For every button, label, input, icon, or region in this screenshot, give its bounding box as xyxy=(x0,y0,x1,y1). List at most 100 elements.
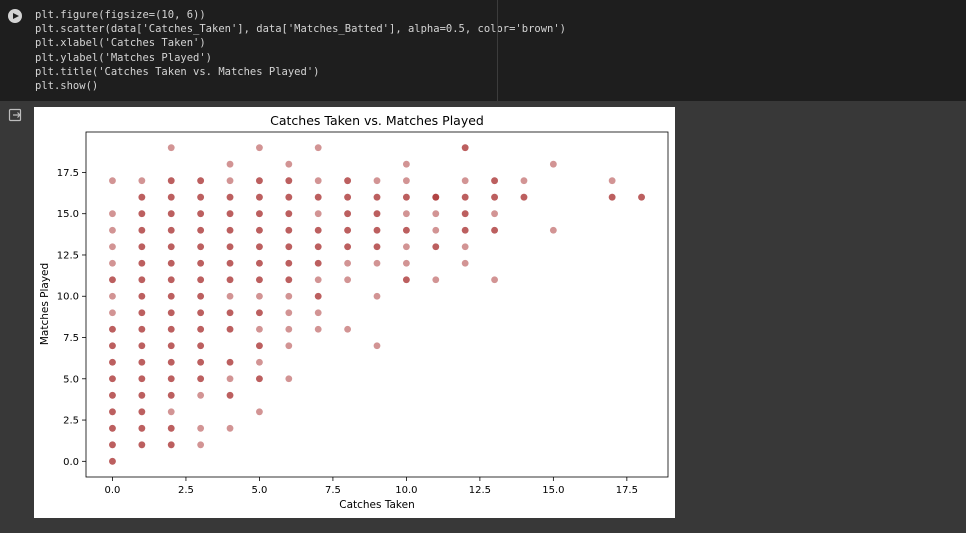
x-tick-label: 12.5 xyxy=(469,485,491,496)
scatter-point xyxy=(167,375,175,383)
scatter-point xyxy=(461,144,469,152)
scatter-point xyxy=(109,457,116,465)
scatter-point xyxy=(109,375,116,383)
scatter-point xyxy=(432,226,440,234)
scatter-point xyxy=(344,226,352,234)
x-tick-label: 5.0 xyxy=(251,485,267,496)
scatter-point xyxy=(285,325,293,333)
scatter-point xyxy=(109,358,116,366)
scatter-point xyxy=(608,193,616,201)
scatter-point xyxy=(314,226,322,234)
scatter-point xyxy=(138,391,146,399)
plot-area xyxy=(85,131,669,478)
scatter-point xyxy=(373,243,381,251)
scatter-point xyxy=(432,276,440,284)
scatter-point xyxy=(285,375,293,383)
output-icon[interactable] xyxy=(8,108,22,122)
scatter-point xyxy=(373,177,381,185)
y-axis-ticks: 0.0 2.5 5.0 7.5 10.0 12.5 15.0 17.5 xyxy=(57,168,86,468)
scatter-point xyxy=(138,210,146,218)
scatter-point xyxy=(197,424,205,432)
chart-title: Catches Taken vs. Matches Played xyxy=(270,113,484,128)
code-editor[interactable]: plt.figure(figsize=(10, 6)) plt.scatter(d… xyxy=(35,8,566,93)
code-line: plt.show() xyxy=(35,80,99,93)
scatter-point xyxy=(167,210,175,218)
scatter-point xyxy=(314,193,322,201)
scatter-point xyxy=(138,243,146,251)
x-tick-label: 15.0 xyxy=(542,485,564,496)
y-tick-label: 12.5 xyxy=(57,250,79,261)
run-cell-button[interactable] xyxy=(8,9,22,23)
scatter-point xyxy=(402,243,410,251)
scatter-point xyxy=(402,226,410,234)
scatter-point xyxy=(109,292,116,300)
code-cell[interactable]: plt.figure(figsize=(10, 6)) plt.scatter(d… xyxy=(0,0,966,101)
scatter-point xyxy=(167,144,175,152)
scatter-point xyxy=(109,325,116,333)
scatter-point xyxy=(138,441,146,449)
y-axis-label: Matches Played xyxy=(39,263,51,345)
scatter-point xyxy=(461,177,469,185)
scatter-point xyxy=(226,177,234,185)
scatter-point xyxy=(314,259,322,267)
scatter-point xyxy=(197,177,205,185)
scatter-point xyxy=(256,177,263,185)
scatter-point xyxy=(285,193,293,201)
scatter-point xyxy=(167,276,175,284)
code-line: plt.figure(figsize=(10, 6)) xyxy=(35,9,206,21)
scatter-point xyxy=(491,177,498,185)
scatter-point xyxy=(402,276,410,284)
scatter-points xyxy=(109,144,645,465)
scatter-point xyxy=(402,160,410,168)
scatter-point xyxy=(226,160,234,168)
scatter-point xyxy=(402,193,410,201)
scatter-point xyxy=(608,177,616,185)
scatter-point xyxy=(167,424,175,432)
scatter-point xyxy=(197,309,205,317)
scatter-point xyxy=(373,210,381,218)
scatter-point xyxy=(109,259,116,267)
scatter-point xyxy=(285,309,293,317)
scatter-point xyxy=(373,292,381,300)
scatter-point xyxy=(285,160,293,168)
scatter-point xyxy=(167,259,175,267)
scatter-point xyxy=(461,193,469,201)
scatter-point xyxy=(285,226,293,234)
scatter-point xyxy=(138,292,146,300)
scatter-point xyxy=(285,177,293,185)
scatter-point xyxy=(138,177,146,185)
scatter-point xyxy=(167,292,175,300)
scatter-point xyxy=(314,292,322,300)
scatter-point xyxy=(285,210,293,218)
scatter-point xyxy=(226,424,234,432)
x-tick-label: 17.5 xyxy=(616,485,638,496)
scatter-point xyxy=(197,210,205,218)
scatter-point xyxy=(256,276,263,284)
y-tick-label: 15.0 xyxy=(57,209,79,220)
scatter-point xyxy=(285,276,293,284)
scatter-point xyxy=(197,441,205,449)
scatter-point xyxy=(256,408,263,416)
scatter-point xyxy=(344,177,352,185)
y-tick-label: 7.5 xyxy=(63,333,79,344)
scatter-point xyxy=(138,193,146,201)
scatter-point xyxy=(314,144,322,152)
scatter-point xyxy=(256,243,263,251)
scatter-point xyxy=(226,276,234,284)
scatter-point xyxy=(138,375,146,383)
scatter-point xyxy=(256,375,263,383)
scatter-point xyxy=(197,292,205,300)
scatter-point xyxy=(197,391,205,399)
scatter-point xyxy=(461,259,469,267)
scatter-point xyxy=(138,408,146,416)
scatter-point xyxy=(344,210,352,218)
scatter-point xyxy=(138,309,146,317)
scatter-point xyxy=(226,292,234,300)
scatter-point xyxy=(109,391,116,399)
scatter-point xyxy=(373,342,381,350)
scatter-point xyxy=(138,325,146,333)
scatter-point xyxy=(197,276,205,284)
scatter-point xyxy=(167,193,175,201)
scatter-point xyxy=(461,210,469,218)
scatter-point xyxy=(109,424,116,432)
